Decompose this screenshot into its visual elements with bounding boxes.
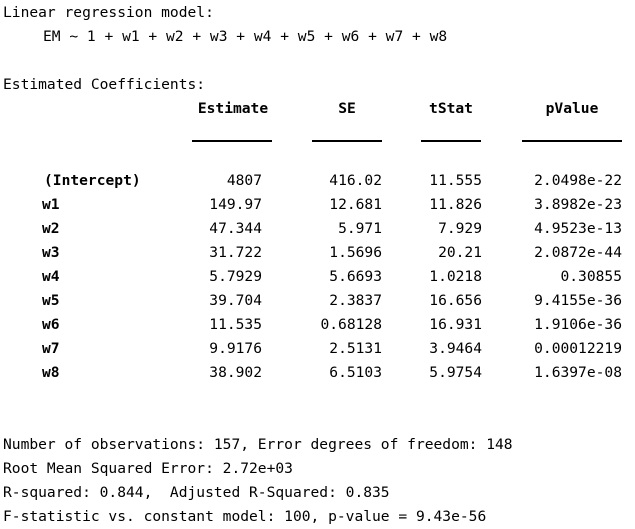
se-cell: 6.5103 (329, 364, 382, 381)
observations-line: Number of observations: 157, Error degre… (3, 436, 513, 453)
se-cell: 5.971 (338, 220, 382, 237)
pvalue-cell: 1.9106e-36 (534, 316, 622, 333)
estimate-cell: 39.704 (209, 292, 262, 309)
se-cell: 5.6693 (329, 268, 382, 285)
pvalue-cell: 3.8982e-23 (534, 196, 622, 213)
se-cell: 1.5696 (329, 244, 382, 261)
fstat-line: F-statistic vs. constant model: 100, p-v… (3, 508, 487, 525)
tstat-cell: 1.0218 (429, 268, 482, 285)
rmse-line: Root Mean Squared Error: 2.72e+03 (3, 460, 293, 477)
row-label: w4 (42, 268, 60, 285)
pvalue-cell: 2.0498e-22 (534, 172, 622, 189)
pvalue-cell: 2.0872e-44 (534, 244, 622, 261)
row-label: w3 (42, 244, 60, 261)
row-label: (Intercept) (44, 172, 141, 189)
pvalue-cell: 4.9523e-13 (534, 220, 622, 237)
tstat-cell: 5.9754 (429, 364, 482, 381)
tstat-cell: 11.826 (429, 196, 482, 213)
row-label: w6 (42, 316, 60, 333)
se-cell: 12.681 (329, 196, 382, 213)
tstat-cell: 20.21 (438, 244, 482, 261)
tstat-cell: 7.929 (438, 220, 482, 237)
column-rule-estimate (192, 140, 272, 142)
row-label: w7 (42, 340, 60, 357)
row-label: w2 (42, 220, 60, 237)
pvalue-cell: 0.00012219 (534, 340, 622, 357)
tstat-cell: 16.656 (429, 292, 482, 309)
tstat-cell: 3.9464 (429, 340, 482, 357)
row-label: w5 (42, 292, 60, 309)
row-label: w1 (42, 196, 60, 213)
column-header-tstat: tStat (429, 100, 473, 117)
pvalue-cell: 0.30855 (560, 268, 622, 285)
pvalue-cell: 1.6397e-08 (534, 364, 622, 381)
estimate-cell: 11.535 (209, 316, 262, 333)
estimate-cell: 5.7929 (209, 268, 262, 285)
tstat-cell: 11.555 (429, 172, 482, 189)
column-header-pvalue: pValue (545, 100, 599, 117)
rsquared-line: R-squared: 0.844, Adjusted R-Squared: 0.… (3, 484, 390, 501)
column-header-estimate: Estimate (197, 100, 269, 117)
estimate-cell: 9.9176 (209, 340, 262, 357)
se-cell: 0.68128 (320, 316, 382, 333)
tstat-cell: 16.931 (429, 316, 482, 333)
se-cell: 416.02 (329, 172, 382, 189)
estimate-cell: 149.97 (209, 196, 262, 213)
column-rule-se (312, 140, 382, 142)
column-header-se: SE (338, 100, 356, 117)
estimate-cell: 31.722 (209, 244, 262, 261)
column-rule-tstat (421, 140, 481, 142)
estimate-cell: 4807 (226, 172, 262, 189)
se-cell: 2.3837 (329, 292, 382, 309)
estimate-cell: 47.344 (209, 220, 262, 237)
column-rule-pvalue (522, 140, 622, 142)
model-title: Linear regression model: (3, 4, 214, 21)
row-label: w8 (42, 364, 60, 381)
model-formula: EM ~ 1 + w1 + w2 + w3 + w4 + w5 + w6 + w… (43, 28, 448, 45)
estimate-cell: 38.902 (209, 364, 262, 381)
se-cell: 2.5131 (329, 340, 382, 357)
pvalue-cell: 9.4155e-36 (534, 292, 622, 309)
coefficients-title: Estimated Coefficients: (3, 76, 206, 93)
